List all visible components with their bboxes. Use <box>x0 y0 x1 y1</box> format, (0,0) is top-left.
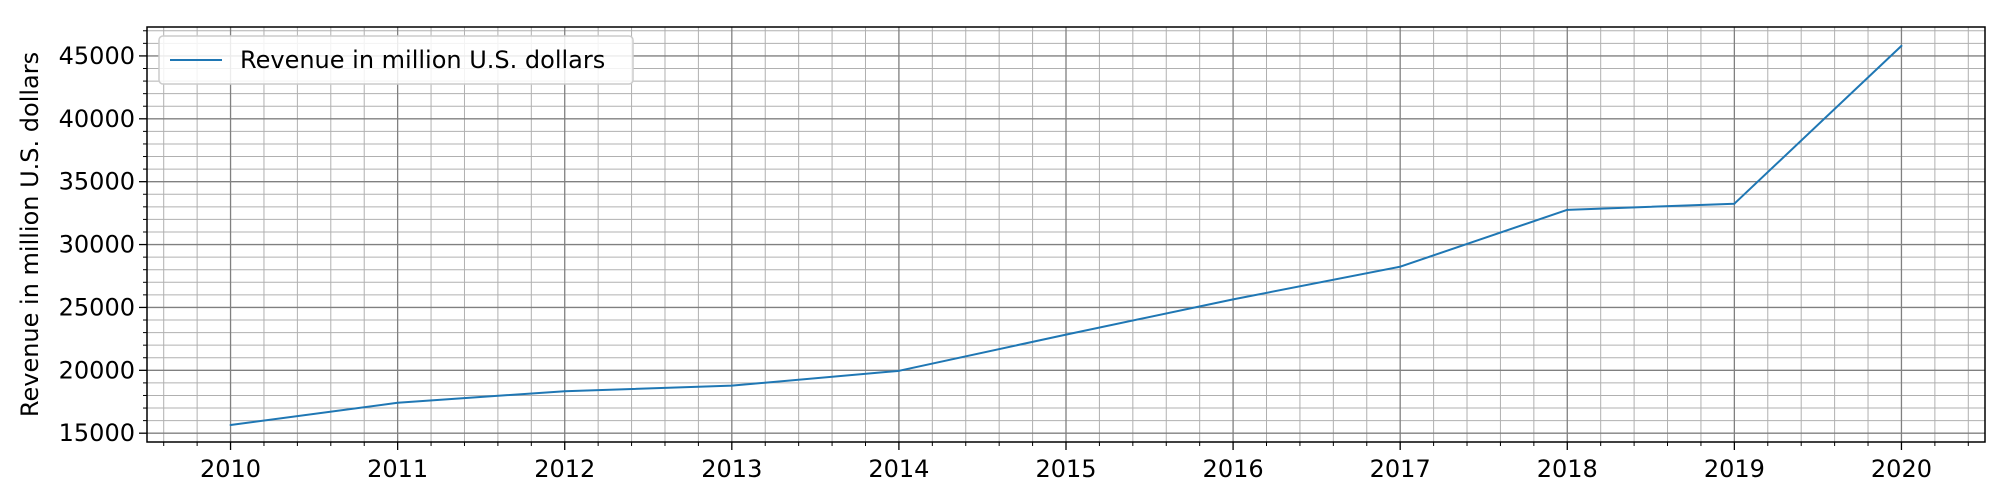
y-tick-label: 35000 <box>59 168 135 196</box>
data-point <box>897 369 900 372</box>
data-point <box>1232 298 1235 301</box>
data-point <box>396 401 399 404</box>
series-layer <box>229 44 1903 427</box>
y-tick-label: 40000 <box>59 105 135 133</box>
major-gridlines <box>147 27 1985 442</box>
x-tick-label: 2018 <box>1537 455 1598 483</box>
data-point <box>1733 202 1736 205</box>
legend-box <box>158 35 634 85</box>
x-tick-label: 2011 <box>367 455 428 483</box>
legend: Revenue in million U.S. dollars <box>158 35 634 85</box>
data-point <box>1065 333 1067 336</box>
y-tick-label: 25000 <box>59 293 135 321</box>
data-point <box>730 384 733 387</box>
y-tick-label: 30000 <box>59 231 135 259</box>
x-tick-label: 2020 <box>1871 455 1932 483</box>
data-point <box>1566 208 1569 211</box>
x-tick-label: 2019 <box>1704 455 1765 483</box>
x-tick-label: 2012 <box>534 455 595 483</box>
tick-labels: 2010 2011 2012 2013 2014 2015 2016 2017 2018 2019… <box>59 42 1932 483</box>
data-point <box>229 424 232 427</box>
y-tick-label: 45000 <box>59 42 135 70</box>
data-point <box>1900 44 1903 47</box>
x-tick-label: 2014 <box>868 455 929 483</box>
data-point <box>1399 265 1402 268</box>
data-point <box>563 390 566 393</box>
x-tick-label: 2017 <box>1370 455 1431 483</box>
legend-entry-revenue: Revenue in million U.S. dollars <box>240 46 605 74</box>
x-tick-label: 2016 <box>1203 455 1264 483</box>
y-tick-label: 15000 <box>59 419 135 447</box>
x-tick-label: 2010 <box>200 455 261 483</box>
ticks-layer <box>139 30 1969 450</box>
x-tick-label: 2015 <box>1035 455 1096 483</box>
y-tick-label: 20000 <box>59 356 135 384</box>
x-tick-label: 2013 <box>701 455 762 483</box>
y-axis-title: Revenue in million U.S. dollars <box>16 52 44 417</box>
